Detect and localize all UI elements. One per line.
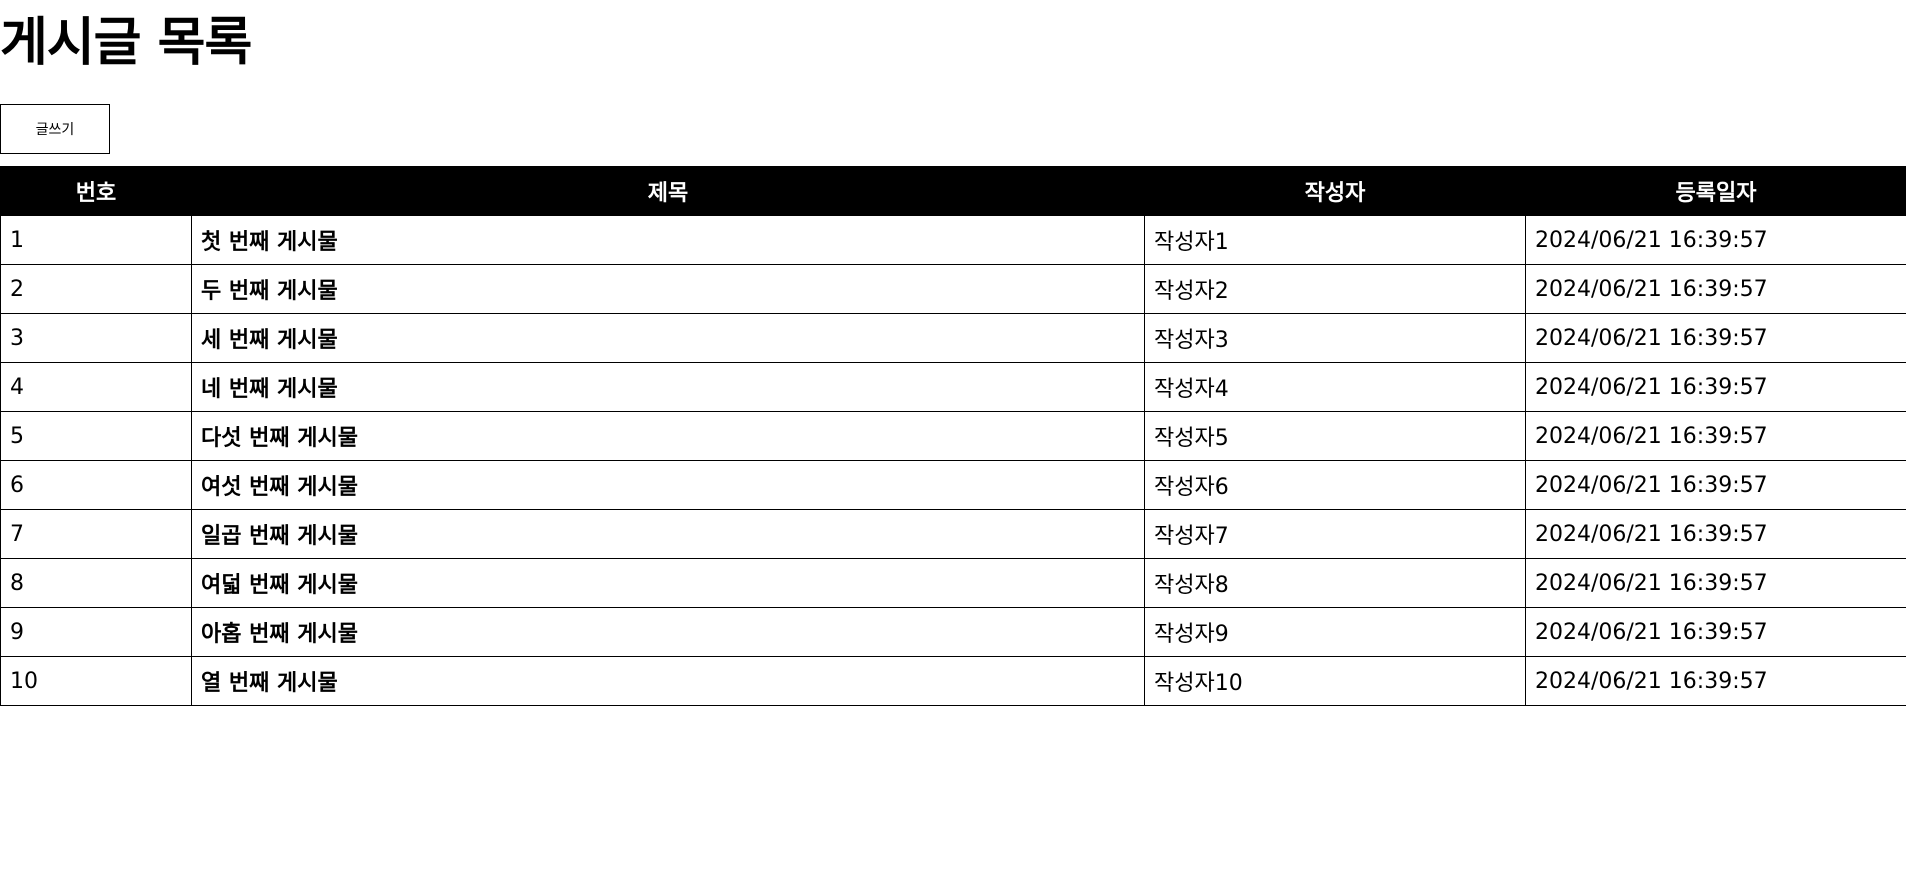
post-date: 2024/06/21 16:39:57 <box>1525 607 1906 657</box>
post-number: 8 <box>0 558 192 608</box>
post-table: 번호 제목 작성자 등록일자 1 첫 번째 게시물 작성자1 2024/06/2… <box>0 166 1906 706</box>
header-title: 제목 <box>191 166 1145 216</box>
post-number: 3 <box>0 313 192 363</box>
table-row[interactable]: 2 두 번째 게시물 작성자2 2024/06/21 16:39:57 <box>0 264 1906 314</box>
post-author: 작성자8 <box>1144 558 1526 608</box>
table-row[interactable]: 6 여섯 번째 게시물 작성자6 2024/06/21 16:39:57 <box>0 460 1906 510</box>
post-date: 2024/06/21 16:39:57 <box>1525 264 1906 314</box>
post-number: 4 <box>0 362 192 412</box>
post-title-link[interactable]: 열 번째 게시물 <box>191 656 1145 706</box>
post-date: 2024/06/21 16:39:57 <box>1525 313 1906 363</box>
post-date: 2024/06/21 16:39:57 <box>1525 460 1906 510</box>
post-number: 6 <box>0 460 192 510</box>
post-date: 2024/06/21 16:39:57 <box>1525 558 1906 608</box>
post-title-link[interactable]: 두 번째 게시물 <box>191 264 1145 314</box>
post-title-link[interactable]: 세 번째 게시물 <box>191 313 1145 363</box>
post-author: 작성자5 <box>1144 411 1526 461</box>
header-date: 등록일자 <box>1525 166 1906 216</box>
post-author: 작성자4 <box>1144 362 1526 412</box>
post-date: 2024/06/21 16:39:57 <box>1525 362 1906 412</box>
post-number: 7 <box>0 509 192 559</box>
post-number: 1 <box>0 215 192 265</box>
post-date: 2024/06/21 16:39:57 <box>1525 215 1906 265</box>
table-row[interactable]: 5 다섯 번째 게시물 작성자5 2024/06/21 16:39:57 <box>0 411 1906 461</box>
post-author: 작성자3 <box>1144 313 1526 363</box>
table-row[interactable]: 7 일곱 번째 게시물 작성자7 2024/06/21 16:39:57 <box>0 509 1906 559</box>
post-author: 작성자7 <box>1144 509 1526 559</box>
table-row[interactable]: 3 세 번째 게시물 작성자3 2024/06/21 16:39:57 <box>0 313 1906 363</box>
write-post-button[interactable]: 글쓰기 <box>0 104 110 154</box>
post-number: 2 <box>0 264 192 314</box>
table-header-row: 번호 제목 작성자 등록일자 <box>0 166 1906 216</box>
table-row[interactable]: 10 열 번째 게시물 작성자10 2024/06/21 16:39:57 <box>0 656 1906 706</box>
post-author: 작성자9 <box>1144 607 1526 657</box>
table-row[interactable]: 8 여덟 번째 게시물 작성자8 2024/06/21 16:39:57 <box>0 558 1906 608</box>
post-date: 2024/06/21 16:39:57 <box>1525 656 1906 706</box>
post-author: 작성자10 <box>1144 656 1526 706</box>
post-number: 9 <box>0 607 192 657</box>
post-date: 2024/06/21 16:39:57 <box>1525 411 1906 461</box>
post-title-link[interactable]: 여덟 번째 게시물 <box>191 558 1145 608</box>
post-title-link[interactable]: 아홉 번째 게시물 <box>191 607 1145 657</box>
page-title: 게시글 목록 <box>0 13 252 73</box>
post-author: 작성자1 <box>1144 215 1526 265</box>
post-title-link[interactable]: 네 번째 게시물 <box>191 362 1145 412</box>
table-row[interactable]: 4 네 번째 게시물 작성자4 2024/06/21 16:39:57 <box>0 362 1906 412</box>
post-title-link[interactable]: 일곱 번째 게시물 <box>191 509 1145 559</box>
table-row[interactable]: 9 아홉 번째 게시물 작성자9 2024/06/21 16:39:57 <box>0 607 1906 657</box>
post-number: 5 <box>0 411 192 461</box>
post-title-link[interactable]: 첫 번째 게시물 <box>191 215 1145 265</box>
post-number: 10 <box>0 656 192 706</box>
table-row[interactable]: 1 첫 번째 게시물 작성자1 2024/06/21 16:39:57 <box>0 215 1906 265</box>
post-title-link[interactable]: 다섯 번째 게시물 <box>191 411 1145 461</box>
post-date: 2024/06/21 16:39:57 <box>1525 509 1906 559</box>
post-author: 작성자2 <box>1144 264 1526 314</box>
post-title-link[interactable]: 여섯 번째 게시물 <box>191 460 1145 510</box>
post-author: 작성자6 <box>1144 460 1526 510</box>
header-number: 번호 <box>0 166 192 216</box>
header-author: 작성자 <box>1144 166 1526 216</box>
